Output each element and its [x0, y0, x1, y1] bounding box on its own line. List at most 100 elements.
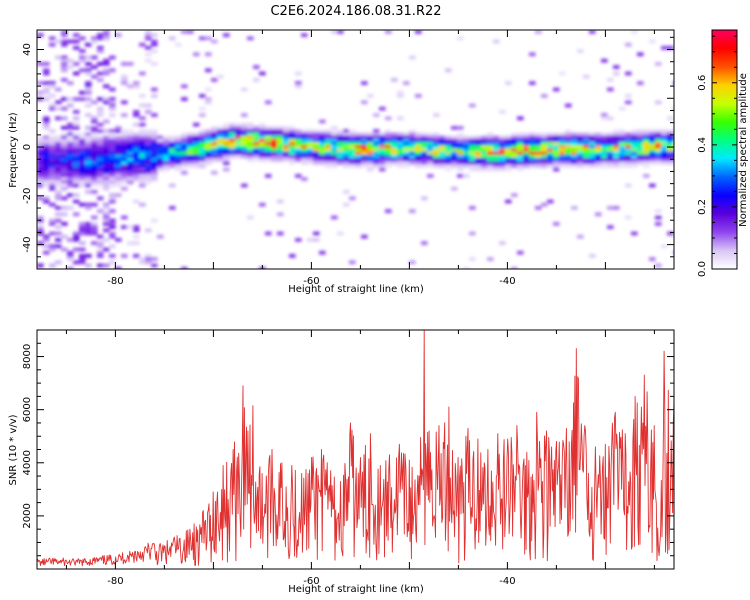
heat-cell [457, 138, 464, 143]
heat-cell [319, 119, 326, 124]
heat-cell [373, 151, 380, 156]
heat-cell [649, 154, 656, 159]
heat-cell [223, 154, 230, 159]
heat-cell [175, 148, 182, 153]
heat-cell [79, 225, 86, 229]
heat-cell [115, 266, 122, 269]
heat-cell [253, 135, 260, 140]
heat-cell [469, 231, 476, 236]
heat-cell [577, 138, 584, 143]
heat-cell [103, 158, 110, 162]
heat-cell [655, 135, 662, 140]
heat-cell [211, 78, 218, 82]
heat-cell [37, 180, 44, 185]
heat-cell [619, 135, 626, 140]
heat-cell [517, 161, 524, 165]
heat-cell [85, 164, 92, 169]
heat-cell [79, 58, 86, 63]
heat-cell [133, 84, 140, 89]
heat-cell [175, 161, 182, 165]
heat-cell [589, 142, 596, 146]
heat-cell [265, 174, 272, 178]
heat-cell [493, 148, 500, 153]
heat-cell [625, 138, 632, 143]
heat-cell [631, 135, 638, 140]
heat-cell [385, 161, 392, 165]
heat-cell [187, 138, 194, 143]
heat-cell [271, 151, 278, 156]
snr-x-axis-label: Height of straight line (km) [288, 584, 424, 595]
heat-cell [193, 138, 200, 143]
heat-cell [61, 78, 68, 82]
heat-cell [313, 132, 320, 137]
heat-cell [145, 33, 152, 37]
heat-cell [73, 199, 80, 204]
heat-cell [619, 142, 626, 146]
heat-cell [415, 30, 422, 34]
heat-cell [43, 135, 50, 140]
heat-cell [427, 158, 434, 162]
heat-cell [355, 164, 362, 169]
heat-cell [385, 135, 392, 140]
heat-cell [403, 138, 410, 143]
heat-cell [109, 199, 116, 204]
heat-cell [517, 151, 524, 156]
heat-cell [43, 145, 50, 149]
heat-cell [253, 132, 260, 137]
heat-cell [43, 68, 50, 73]
heat-cell [277, 231, 284, 236]
heat-cell [493, 167, 500, 172]
heat-cell [289, 151, 296, 156]
heat-cell [97, 113, 104, 117]
heat-cell [241, 183, 248, 188]
heat-cell [457, 161, 464, 165]
heat-cell [469, 148, 476, 153]
heat-cell [85, 84, 92, 89]
heat-cell [661, 132, 668, 137]
heat-cell [181, 138, 188, 143]
heat-cell [61, 151, 68, 156]
heat-cell [193, 164, 200, 169]
snr-x-ticks: -80 -60 -40 [65, 330, 655, 587]
heat-cell [247, 126, 254, 130]
heat-cell [313, 129, 320, 133]
heat-cell [541, 145, 548, 149]
heat-cell [73, 71, 80, 76]
heat-cell [145, 103, 152, 108]
heat-cell [85, 170, 92, 175]
heat-cell [385, 116, 392, 121]
heat-cell [589, 132, 596, 137]
heat-cell [169, 142, 176, 146]
heat-cell [169, 161, 176, 165]
heat-cell [349, 148, 356, 153]
heat-cell [199, 129, 206, 133]
heat-cell [115, 164, 122, 169]
heat-cell [319, 151, 326, 156]
heat-cell [181, 132, 188, 137]
y-tick-label: -40 [22, 236, 33, 252]
snr-background [37, 330, 674, 569]
heat-cell [253, 148, 260, 153]
colorbar-tick-label: 0.6 [697, 75, 708, 91]
heat-cell [499, 167, 506, 172]
heat-cell [109, 129, 116, 133]
heat-cell [145, 170, 152, 175]
heat-cell [205, 154, 212, 159]
heat-cell [109, 151, 116, 156]
heat-cell [445, 164, 452, 169]
heat-cell [487, 145, 494, 149]
heat-cell [139, 94, 146, 98]
heat-cell [583, 158, 590, 162]
heat-cell [457, 158, 464, 162]
heat-cell [595, 151, 602, 156]
heat-cell [457, 135, 464, 140]
heat-cell [61, 126, 68, 130]
heat-cell [223, 132, 230, 137]
heat-cell [637, 135, 644, 140]
heat-cell [67, 126, 74, 130]
heat-cell [463, 161, 470, 165]
heat-cell [163, 158, 170, 162]
heat-cell [607, 164, 614, 169]
heat-cell [589, 151, 596, 156]
heat-cell [181, 266, 188, 269]
